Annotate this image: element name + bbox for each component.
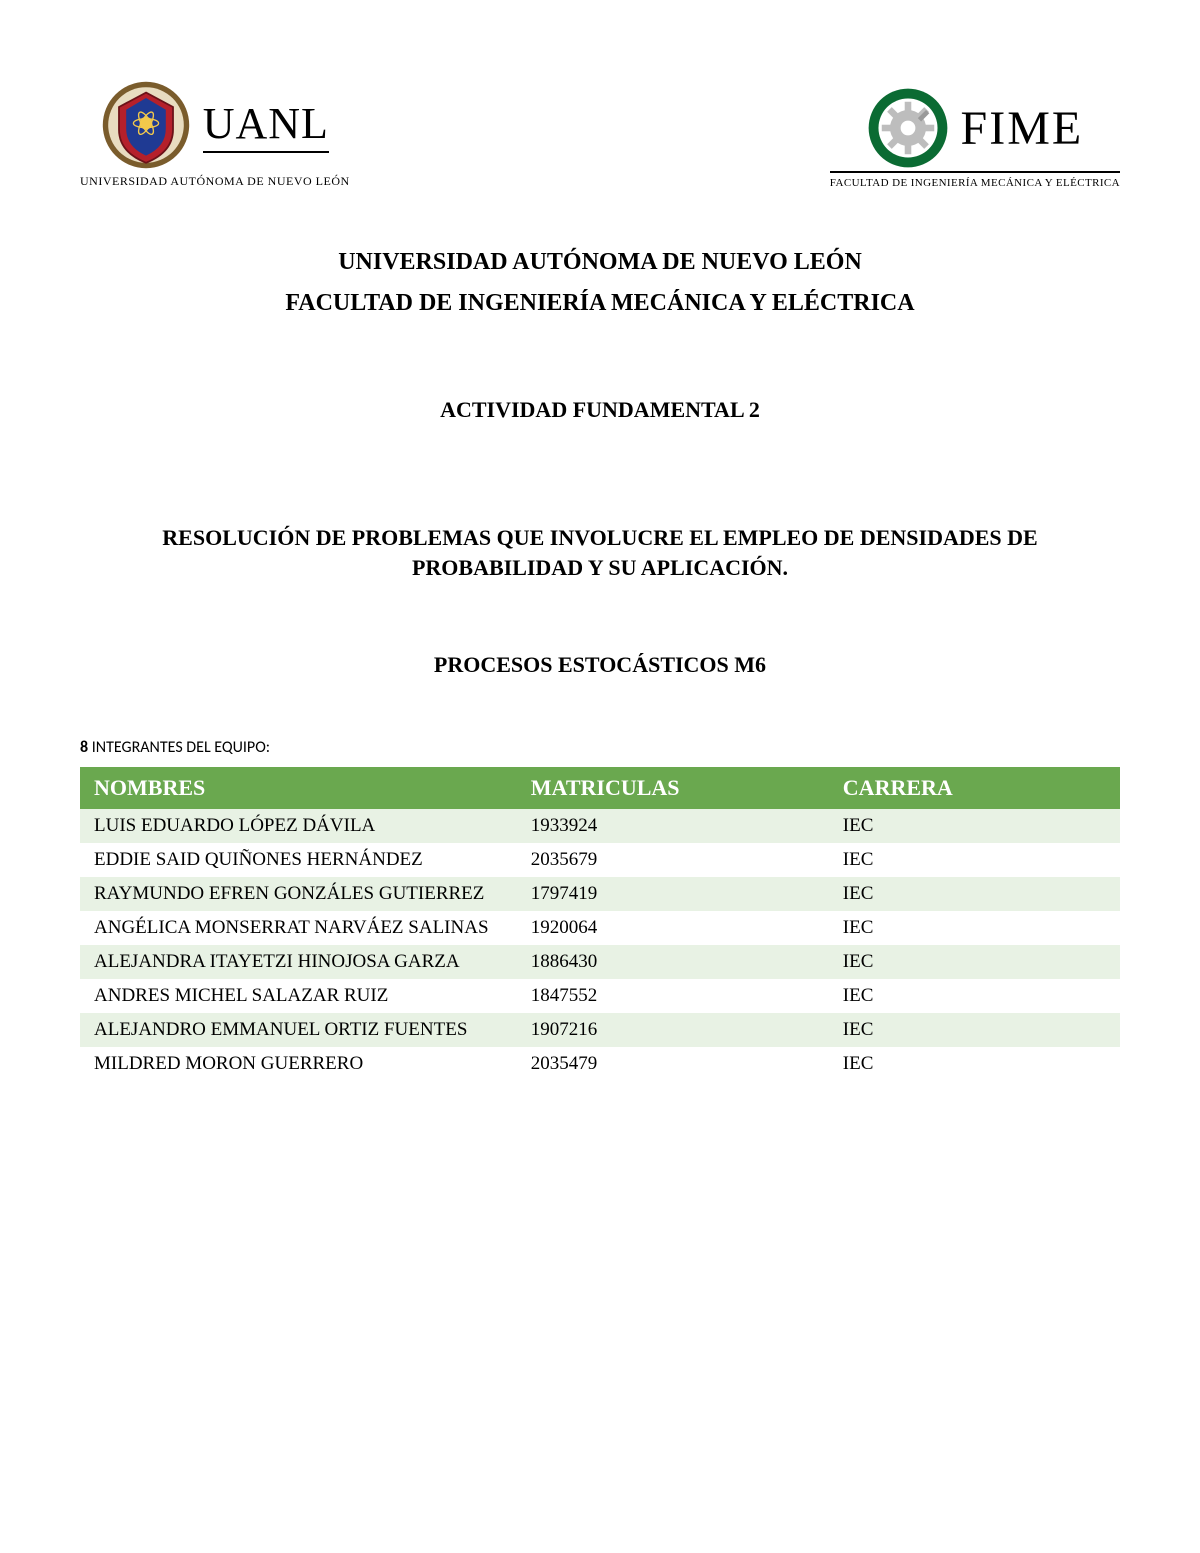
- cell-matricula: 1933924: [517, 809, 829, 843]
- cell-matricula: 2035679: [517, 843, 829, 877]
- cell-name: ANDRES MICHEL SALAZAR RUIZ: [80, 979, 517, 1013]
- cell-name: EDDIE SAID QUIÑONES HERNÁNDEZ: [80, 843, 517, 877]
- uanl-underline: [203, 151, 329, 153]
- cell-name: ALEJANDRA ITAYETZI HINOJOSA GARZA: [80, 945, 517, 979]
- logo-header: UANL UNIVERSIDAD AUTÓNOMA DE NUEVO LEÓN: [80, 80, 1120, 189]
- table-body: LUIS EDUARDO LÓPEZ DÁVILA1933924IECEDDIE…: [80, 809, 1120, 1081]
- cell-carrera: IEC: [829, 1013, 1120, 1047]
- table-row: ANDRES MICHEL SALAZAR RUIZ1847552IEC: [80, 979, 1120, 1013]
- heading-activity: ACTIVIDAD FUNDAMENTAL 2: [80, 397, 1120, 423]
- cell-matricula: 1920064: [517, 911, 829, 945]
- table-header-row: NOMBRES MATRICULAS CARRERA: [80, 767, 1120, 809]
- col-header-carrera: CARRERA: [829, 767, 1120, 809]
- cell-matricula: 1886430: [517, 945, 829, 979]
- cell-carrera: IEC: [829, 979, 1120, 1013]
- heading-faculty: FACULTAD DE INGENIERÍA MECÁNICA Y ELÉCTR…: [80, 290, 1120, 317]
- uanl-logo-block: UANL UNIVERSIDAD AUTÓNOMA DE NUEVO LEÓN: [80, 80, 350, 189]
- headings-block: UNIVERSIDAD AUTÓNOMA DE NUEVO LEÓN FACUL…: [80, 249, 1120, 678]
- table-row: ALEJANDRA ITAYETZI HINOJOSA GARZA1886430…: [80, 945, 1120, 979]
- cell-carrera: IEC: [829, 809, 1120, 843]
- cell-matricula: 1847552: [517, 979, 829, 1013]
- cell-matricula: 1797419: [517, 877, 829, 911]
- cell-carrera: IEC: [829, 911, 1120, 945]
- fime-logo-block: FIME FACULTAD DE INGENIERÍA MECÁNICA Y E…: [830, 87, 1120, 189]
- fime-underline: [830, 171, 1120, 173]
- table-row: LUIS EDUARDO LÓPEZ DÁVILA1933924IEC: [80, 809, 1120, 843]
- team-label: 8 INTEGRANTES DEL EQUIPO:: [80, 738, 1120, 757]
- uanl-crest-icon: [101, 80, 191, 170]
- cell-name: ANGÉLICA MONSERRAT NARVÁEZ SALINAS: [80, 911, 517, 945]
- cell-carrera: IEC: [829, 877, 1120, 911]
- cell-name: LUIS EDUARDO LÓPEZ DÁVILA: [80, 809, 517, 843]
- heading-university: UNIVERSIDAD AUTÓNOMA DE NUEVO LEÓN: [80, 249, 1120, 276]
- cell-name: MILDRED MORON GUERRERO: [80, 1047, 517, 1081]
- heading-process: PROCESOS ESTOCÁSTICOS M6: [80, 652, 1120, 678]
- col-header-matricula: MATRICULAS: [517, 767, 829, 809]
- col-header-name: NOMBRES: [80, 767, 517, 809]
- fime-abbr: FIME: [961, 101, 1084, 156]
- team-count: 8: [80, 738, 88, 757]
- table-row: ANGÉLICA MONSERRAT NARVÁEZ SALINAS192006…: [80, 911, 1120, 945]
- cell-matricula: 1907216: [517, 1013, 829, 1047]
- cell-carrera: IEC: [829, 1047, 1120, 1081]
- uanl-abbr: UANL: [203, 98, 329, 149]
- cell-carrera: IEC: [829, 843, 1120, 877]
- table-row: ALEJANDRO EMMANUEL ORTIZ FUENTES1907216I…: [80, 1013, 1120, 1047]
- table-row: RAYMUNDO EFREN GONZÁLES GUTIERREZ1797419…: [80, 877, 1120, 911]
- members-table: NOMBRES MATRICULAS CARRERA LUIS EDUARDO …: [80, 767, 1120, 1081]
- heading-resolution: RESOLUCIÓN DE PROBLEMAS QUE INVOLUCRE EL…: [80, 523, 1120, 582]
- cell-matricula: 2035479: [517, 1047, 829, 1081]
- cell-carrera: IEC: [829, 945, 1120, 979]
- cell-name: RAYMUNDO EFREN GONZÁLES GUTIERREZ: [80, 877, 517, 911]
- team-label-text: INTEGRANTES DEL EQUIPO:: [92, 738, 270, 757]
- uanl-subtitle: UNIVERSIDAD AUTÓNOMA DE NUEVO LEÓN: [80, 174, 350, 189]
- table-row: MILDRED MORON GUERRERO2035479IEC: [80, 1047, 1120, 1081]
- fime-subtitle: FACULTAD DE INGENIERÍA MECÁNICA Y ELÉCTR…: [830, 177, 1120, 189]
- cell-name: ALEJANDRO EMMANUEL ORTIZ FUENTES: [80, 1013, 517, 1047]
- table-row: EDDIE SAID QUIÑONES HERNÁNDEZ2035679IEC: [80, 843, 1120, 877]
- fime-crest-icon: [867, 87, 949, 169]
